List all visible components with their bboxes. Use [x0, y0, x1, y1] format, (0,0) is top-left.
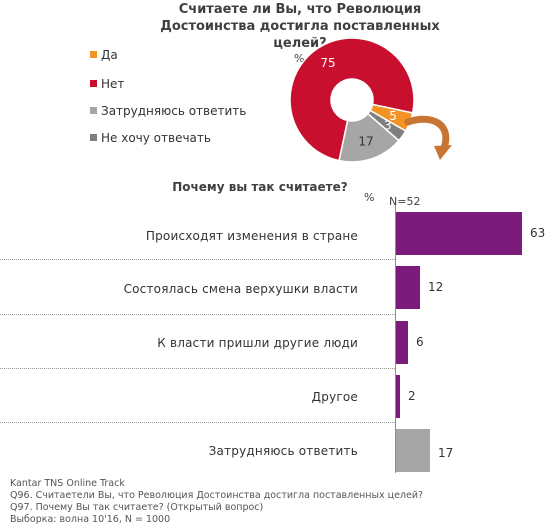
legend-item-yes: Да — [90, 48, 118, 62]
row-divider — [0, 259, 395, 260]
legend-label-no: Нет — [101, 77, 125, 91]
legend-item-refuse: Не хочу отвечать — [90, 131, 211, 145]
row-divider — [0, 368, 395, 369]
bar-other — [396, 375, 400, 418]
donut-slice-refuse — [366, 109, 407, 142]
legend-item-no: Нет — [90, 77, 124, 91]
bar-changes — [396, 212, 522, 255]
donut-label-hard-to-say: 17 — [358, 135, 373, 149]
bar-label-new-people: К власти пришли другие люди — [157, 336, 358, 350]
bar-leadership-change — [396, 266, 420, 309]
row-divider — [0, 314, 395, 315]
bar-label-changes: Происходят изменения в стране — [145, 229, 358, 243]
donut-label-yes: 5 — [389, 109, 397, 123]
bar-label-hard-to-say: Затрудняюсь ответить — [208, 444, 358, 458]
legend-label-yes: Да — [101, 48, 118, 62]
legend-label-refuse: Не хочу отвечать — [101, 131, 211, 145]
legend-label-hard-to-say: Затрудняюсь ответить — [101, 104, 247, 118]
donut-label-refuse: 3 — [384, 118, 392, 132]
bar-label-leadership-change: Состоялась смена верхушки власти — [123, 282, 358, 296]
footer-sample: Выборка: волна 10'16, N = 1000 — [10, 514, 171, 525]
callout-arrow — [404, 115, 450, 152]
bar-hard-to-say — [396, 429, 430, 472]
bars-unit-label: % — [364, 191, 375, 204]
bar-new-people — [396, 321, 408, 364]
bar-value-leadership-change: 12 — [428, 280, 444, 294]
legend-swatch-hard-to-say — [90, 107, 97, 114]
bar-value-new-people: 6 — [416, 335, 424, 349]
bar-value-changes: 63 — [530, 226, 546, 240]
donut-slice-hard-to-say — [338, 112, 400, 163]
donut-chart: 5 75 17 3 — [289, 37, 452, 163]
footer-q96: Q96. Считаетели Вы, что Революция Достои… — [10, 490, 424, 501]
legend-swatch-refuse — [90, 134, 97, 141]
footer-source: Kantar TNS Online Track — [10, 478, 125, 489]
row-divider — [0, 422, 395, 423]
bar-label-other: Другое — [311, 390, 358, 404]
chart-title: Считаете ли Вы, что Революция Достоинств… — [160, 2, 440, 51]
callout-arrow-head — [434, 145, 452, 160]
bar-value-other: 2 — [408, 389, 416, 403]
bar-axis-line — [395, 205, 396, 473]
pie-unit-label: % — [294, 52, 305, 65]
followup-title: Почему вы так считаете? — [172, 180, 348, 194]
footer-q97: Q97. Почему Вы так считаете? (Открытый в… — [10, 502, 264, 513]
sample-size-label: N=52 — [389, 195, 421, 208]
legend-item-hard-to-say: Затрудняюсь ответить — [90, 104, 246, 118]
legend-swatch-no — [90, 80, 97, 87]
donut-slice-no — [289, 37, 415, 162]
legend-swatch-yes — [90, 51, 97, 58]
bar-value-hard-to-say: 17 — [438, 446, 454, 460]
donut-label-no: 75 — [320, 56, 335, 70]
